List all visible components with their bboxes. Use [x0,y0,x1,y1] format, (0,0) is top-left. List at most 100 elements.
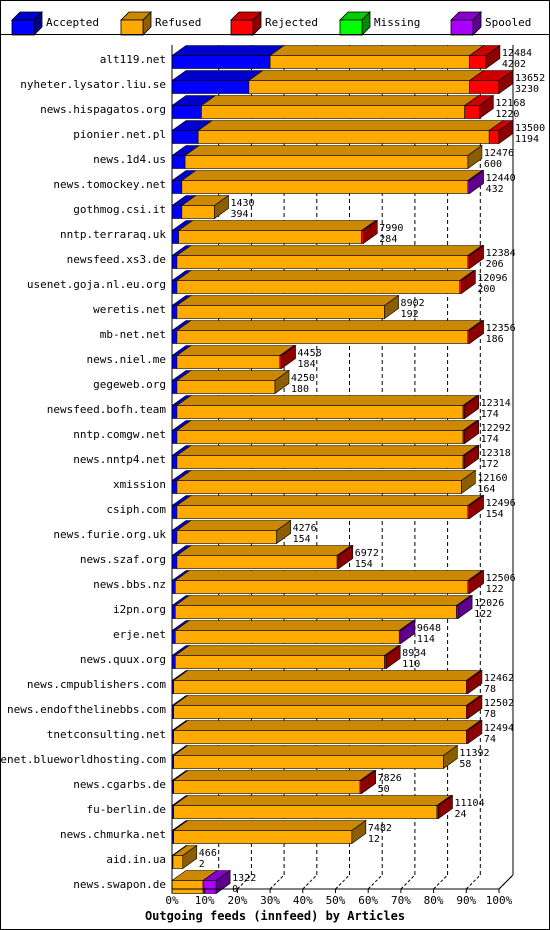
category-label: news.tomockey.net [53,178,166,191]
bars: alt119.net 124844202nyheter.lysator.liu.s… [1,44,545,895]
x-tick-label: 30% [260,894,280,907]
bar-segment-top-refused [184,145,483,156]
legend-swatch [230,19,254,36]
grid-floor-line [433,874,448,890]
data-label-accepted: 154 [293,534,311,545]
grid-floor-line [400,874,416,890]
bar-segment-refused [174,580,469,594]
bar-side [214,194,229,220]
x-tick-label: 80% [424,894,444,907]
data-label-accepted: 172 [481,459,499,470]
bar-segment-refused [176,380,276,394]
data-label-total: 12356 [486,323,516,334]
x-tick-label: 0% [165,894,179,907]
bar-segment-accepted [171,530,178,544]
bar-segment-top-refused [175,520,292,531]
data-label-total: 12096 [477,273,507,284]
bar-segment-accepted [171,380,178,394]
bar-side [276,519,291,545]
bar-segment-refused [181,205,215,219]
bar-segment-top-refused [175,370,290,381]
category-label: mb-net.net [100,328,166,341]
legend-label: Spooled [485,16,531,29]
bar-side [467,694,483,720]
bar-segment-top-refused [197,120,505,131]
bar-segment-top-refused [175,270,475,281]
data-label-accepted: 110 [402,659,420,670]
bar-segment-top-refused [175,545,353,556]
data-label-accepted: 192 [401,309,419,320]
data-label-total: 12292 [481,423,511,434]
bar-segment-rejected [469,55,487,69]
category-label: news.niel.me [87,353,166,366]
legend-label: Rejected [265,16,318,29]
category-label: erje.net [113,628,166,641]
data-label-accepted: 12 [368,834,380,845]
data-label-total: 13652 [515,73,545,84]
grid-floor-line [367,874,383,890]
bar-segment-accepted [171,430,178,444]
bar-side [281,344,296,370]
bar-segment-top-refused [172,745,459,756]
category-label: xmission [113,478,166,491]
data-label-total: 8934 [402,648,426,659]
bar-segment-top-accepted [171,45,286,56]
bar-segment-refused [176,555,338,569]
category-label: news.bbs.nz [93,578,166,591]
bar-segment-top-refused [172,695,482,706]
data-label-accepted: 200 [477,284,495,295]
bar-segment-accepted [171,280,178,294]
data-label-total: 12160 [477,473,507,484]
legend-swatch [11,19,35,36]
bar-segment-accepted [171,555,178,569]
bar-side [469,169,484,195]
data-label-accepted: 184 [298,359,316,370]
bar-side [385,644,401,670]
data-label-accepted: 186 [486,334,504,345]
bar-segment-top-refused [175,420,478,431]
legend-item-missing: Missing [339,11,420,36]
bar-segment-accepted [171,155,186,169]
data-label-accepted: 180 [291,384,309,395]
legend-label: Refused [155,16,201,29]
x-tick-label: 60% [358,894,378,907]
legend-item-refused: Refused [120,11,201,36]
legend-label: Missing [374,16,420,29]
bar-segment-top-refused [247,70,485,81]
bar-side [361,769,376,795]
bar-side [461,269,476,295]
category-label: pionier.net.pl [73,128,166,141]
category-label: usenet.goja.nl.eu.org [27,278,166,291]
bar-segment-refused [176,455,464,469]
data-label-total: 12462 [484,673,514,684]
grid-floor-line [237,874,252,890]
bar-segment-accepted [171,505,178,519]
data-label-accepted: 122 [486,584,504,595]
bar-side [400,619,416,645]
category-label: weretis.net [93,303,166,316]
data-label-total: 4458 [298,348,322,359]
bar-side [469,569,484,595]
data-label-total: 11104 [455,798,485,809]
data-label-accepted: 78 [484,684,496,695]
legend-swatch [120,19,144,36]
bar-segment-top-refused [175,470,477,481]
data-label-total: 8902 [401,298,425,309]
data-label-accepted: 432 [486,184,504,195]
bar-segment-accepted [171,80,250,94]
bar-segment-refused [178,230,362,244]
data-label-accepted: 1194 [515,134,539,145]
